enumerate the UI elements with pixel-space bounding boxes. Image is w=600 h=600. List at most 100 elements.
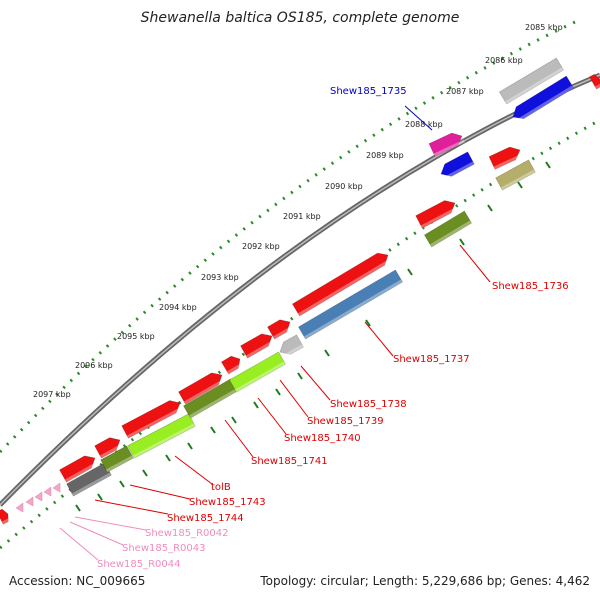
tick-label: 2095 kbp xyxy=(117,332,155,341)
gene-red-outer-4 xyxy=(178,372,226,405)
tick-mark xyxy=(324,349,330,357)
gene-lime-2 xyxy=(229,351,286,393)
tick-label: 2086 kbp xyxy=(485,56,523,65)
rna-arrow xyxy=(15,502,24,513)
map-title: Shewanella baltica OS185, complete genom… xyxy=(140,10,460,26)
gene-red-outer-3 xyxy=(121,400,184,439)
gene-red-outer-2-shine xyxy=(99,443,124,459)
gene-label: Shew185_R0043 xyxy=(122,543,206,554)
tick-mark xyxy=(97,493,103,501)
tick-mark xyxy=(253,401,259,409)
gene-red-outer-4-body xyxy=(178,372,223,405)
tick-label: 2089 kbp xyxy=(366,151,404,160)
gene-green-1-shine xyxy=(105,455,134,473)
rna-arrow xyxy=(43,486,52,497)
rna-arrow xyxy=(34,491,43,502)
gene-green-2-body xyxy=(183,378,238,419)
gene-label: Shew185_1738 xyxy=(330,399,407,410)
gene-green-2-shine xyxy=(188,388,238,419)
tick-label: 2093 kbp xyxy=(201,273,239,282)
gene-lime-2-shine xyxy=(234,361,286,393)
leader-line xyxy=(224,419,254,458)
gene-blue-inner-body xyxy=(440,151,475,177)
gene-green-1 xyxy=(100,445,134,473)
gene-red-outer-6 xyxy=(240,333,276,359)
gene-red-edge-left-body xyxy=(0,508,9,525)
gene-red-outer-5-body xyxy=(220,355,241,375)
gene-red-outer-3-shine xyxy=(126,406,184,439)
gene-gray-small-body xyxy=(279,334,304,355)
gene-red-outer-6-body xyxy=(240,333,273,359)
leader-line xyxy=(279,379,309,418)
tick-mark xyxy=(275,388,281,396)
gene-khaki-body xyxy=(495,159,536,191)
gene-magenta xyxy=(428,132,465,157)
gene-label: Shew185_1737 xyxy=(393,354,470,365)
gene-gray-small xyxy=(279,334,304,359)
gene-red-inner-2-shine xyxy=(493,153,523,170)
tick-label: 2091 kbp xyxy=(283,212,321,221)
leader-line xyxy=(129,484,191,500)
gene-red-inner-1-shine xyxy=(420,206,459,229)
leader-line xyxy=(59,527,99,561)
tick-mark xyxy=(210,426,216,434)
tick-mark xyxy=(231,416,237,424)
tick-label: 2090 kbp xyxy=(325,182,363,191)
gene-red-edge-left xyxy=(0,508,12,525)
gene-blue-outer-body xyxy=(512,75,575,120)
gene-label: Shew185_1743 xyxy=(189,497,266,508)
tick-mark xyxy=(545,161,551,169)
tick-mark xyxy=(297,372,303,380)
gene-label: Shew185_1740 xyxy=(284,433,361,444)
tick-mark xyxy=(459,238,465,246)
gene-label: Shew185_R0042 xyxy=(145,528,229,539)
leader-line xyxy=(404,105,433,131)
gene-label: Shew185_1741 xyxy=(251,456,328,467)
gene-red-edge-right-body xyxy=(589,73,600,90)
gene-red-inner-2 xyxy=(488,146,523,170)
rna-arrow xyxy=(52,482,61,493)
gene-darkgray-shine xyxy=(71,472,112,497)
gene-red-edge-right-shine xyxy=(594,83,600,90)
gene-red-outer-1-shine xyxy=(64,461,99,483)
leader-line xyxy=(300,365,331,401)
gene-green-1-body xyxy=(100,445,134,473)
genome-summary-text: Topology: circular; Length: 5,229,686 bp… xyxy=(260,574,590,588)
tick-label: 2087 kbp xyxy=(446,87,484,96)
tick-mark xyxy=(165,454,171,462)
gene-red-outer-2 xyxy=(94,437,124,459)
accession-text: Accession: NC_009665 xyxy=(9,574,146,588)
gene-red-outer-8-shine xyxy=(298,258,392,317)
gene-red-outer-7 xyxy=(267,319,294,340)
leader-line xyxy=(459,244,491,283)
gene-red-edge-right xyxy=(589,73,600,90)
gene-label: Shew185_1735 xyxy=(330,86,407,97)
gene-steel xyxy=(298,269,403,340)
tick-mark xyxy=(487,204,493,212)
gene-green-3 xyxy=(423,210,473,248)
tick-label: 2088 kbp xyxy=(405,120,443,129)
gene-blue-outer xyxy=(512,75,575,123)
gene-magenta-body xyxy=(428,132,463,157)
tick-mark xyxy=(75,504,81,512)
tick-label: 2085 kbp xyxy=(525,23,563,32)
gene-label: Shew185_1736 xyxy=(492,281,569,292)
gene-red-outer-8-body xyxy=(291,252,389,317)
tick-label: 2094 kbp xyxy=(159,303,197,312)
gene-lime-2-body xyxy=(229,351,286,393)
gene-red-outer-5-shine xyxy=(227,362,244,375)
gene-green-3-body xyxy=(423,210,473,248)
gene-green-3-shine xyxy=(430,220,472,248)
gene-steel-body xyxy=(298,269,403,340)
gene-label: tolB xyxy=(211,482,231,493)
gene-red-outer-1-body xyxy=(59,455,96,483)
gene-label: Shew185_R0044 xyxy=(97,559,181,570)
gene-red-edge-left-shine xyxy=(1,517,12,525)
gene-label: Shew185_1739 xyxy=(307,416,384,427)
leader-line xyxy=(364,321,394,357)
gene-red-outer-1 xyxy=(59,455,99,483)
gene-red-inner-1 xyxy=(415,200,459,229)
gene-gray-outer-shine xyxy=(505,67,564,105)
